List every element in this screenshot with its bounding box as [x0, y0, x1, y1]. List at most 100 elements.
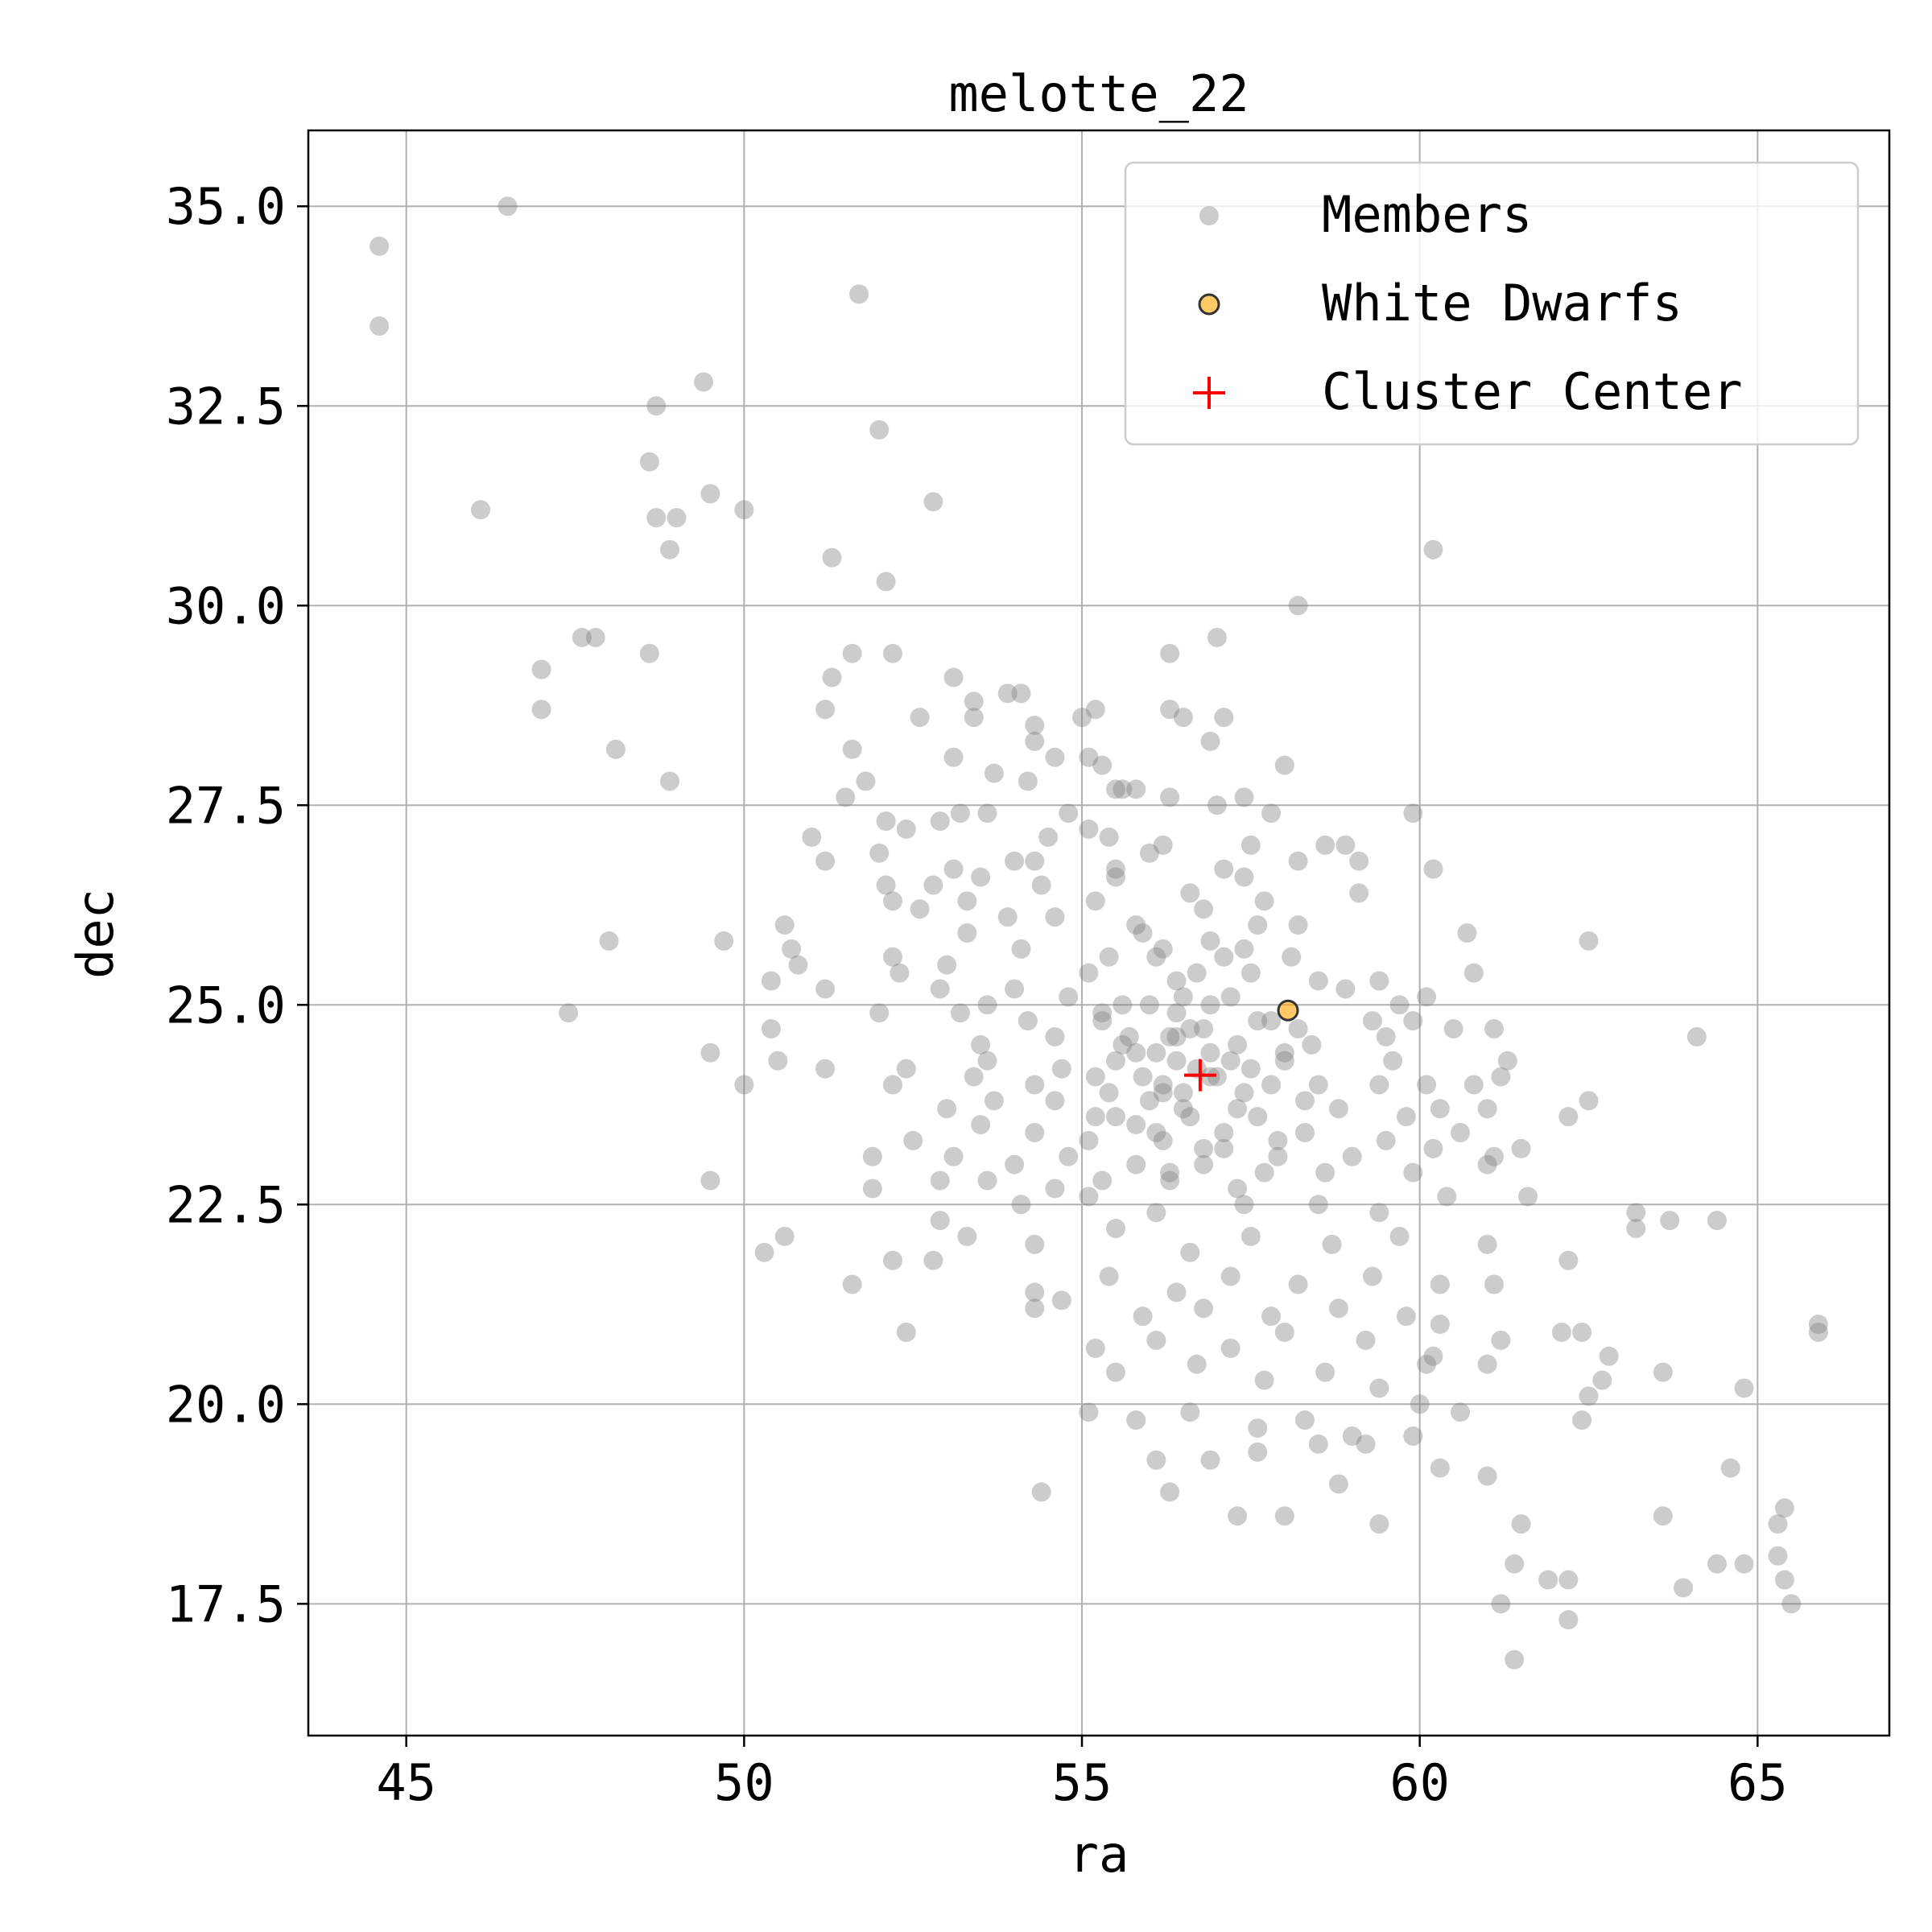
member-point [1025, 851, 1045, 871]
member-point [1079, 1187, 1099, 1207]
member-point [1369, 971, 1389, 991]
member-point [1113, 779, 1133, 799]
member-point [1322, 1234, 1342, 1254]
x-tick-label: 65 [1728, 1753, 1788, 1812]
member-point [1579, 931, 1599, 951]
member-point [1166, 1051, 1187, 1071]
member-point [1315, 1362, 1335, 1382]
member-point [700, 1042, 720, 1063]
y-tick-label: 22.5 [166, 1175, 286, 1234]
member-point [1214, 708, 1234, 728]
member-point [1707, 1211, 1727, 1231]
member-point [1315, 835, 1335, 855]
member-point [910, 899, 930, 919]
member-point [1430, 1099, 1450, 1119]
member-point [1079, 1130, 1099, 1150]
member-point [876, 572, 896, 592]
member-point [1207, 795, 1227, 815]
member-point [1207, 1067, 1227, 1087]
member-point [1369, 1203, 1389, 1223]
y-axis-ticks: 17.5 20.0 22.5 25.0 27.5 30.0 32.5 35.0 [166, 177, 308, 1633]
member-point [1463, 963, 1484, 983]
member-point [1517, 1187, 1538, 1207]
member-point [1187, 1354, 1207, 1374]
member-point [1241, 1226, 1261, 1246]
member-point [943, 667, 964, 687]
member-point [1248, 915, 1268, 935]
member-point [1173, 708, 1193, 728]
member-point [923, 492, 943, 512]
member-point [1153, 1130, 1173, 1150]
member-point [1146, 1123, 1166, 1143]
member-point [1146, 1203, 1166, 1223]
y-tick-label: 27.5 [166, 776, 286, 835]
member-point [1166, 971, 1187, 991]
y-tick-label: 30.0 [166, 576, 286, 635]
member-point [1092, 1011, 1113, 1031]
member-point [1025, 1298, 1045, 1319]
member-point [1180, 1402, 1200, 1422]
member-point [1079, 1402, 1099, 1422]
member-point [1105, 779, 1125, 799]
member-point [1200, 995, 1220, 1015]
member-point [1105, 867, 1125, 887]
member-point [1133, 1067, 1153, 1087]
member-point [984, 763, 1004, 783]
member-point [734, 500, 754, 520]
member-point [1228, 1099, 1248, 1119]
member-point [1079, 819, 1099, 840]
member-point [1261, 1075, 1282, 1095]
member-point [1417, 1354, 1437, 1374]
member-point [1579, 1386, 1599, 1406]
member-point [1005, 851, 1025, 871]
member-point [1808, 1315, 1828, 1335]
member-point [1234, 787, 1254, 807]
member-point [1045, 1026, 1065, 1046]
member-point [1166, 1003, 1187, 1023]
y-tick-label: 25.0 [166, 976, 286, 1034]
member-point [1443, 1019, 1463, 1039]
member-point [1099, 827, 1119, 847]
member-point [1491, 1594, 1511, 1614]
member-point [1430, 1458, 1450, 1478]
member-point [1315, 1162, 1335, 1183]
member-point [1294, 1091, 1315, 1111]
member-point [1558, 1107, 1579, 1127]
member-point [1538, 1570, 1558, 1590]
member-point [1160, 1170, 1180, 1191]
member-point [1342, 1426, 1362, 1446]
member-point [1274, 755, 1294, 775]
member-point [1437, 1187, 1457, 1207]
member-point [1200, 1042, 1220, 1063]
member-point [1558, 1610, 1579, 1630]
member-point [782, 939, 802, 959]
member-point [1423, 1346, 1443, 1366]
member-point [1126, 1410, 1146, 1430]
member-point [1099, 1266, 1119, 1286]
member-point [1572, 1410, 1592, 1430]
member-point [1720, 1458, 1740, 1478]
member-point [1491, 1330, 1511, 1350]
member-point [1126, 1042, 1146, 1063]
member-point [923, 1250, 943, 1270]
member-point [1457, 923, 1477, 943]
y-tick-label: 32.5 [166, 377, 286, 436]
member-point [1126, 1115, 1146, 1135]
white-dwarf-points [1277, 999, 1299, 1022]
member-point [1051, 1290, 1071, 1311]
member-point [1085, 1338, 1105, 1358]
member-point [1491, 1067, 1511, 1087]
member-point [774, 915, 795, 935]
member-point [1403, 1011, 1423, 1031]
member-point [943, 1146, 964, 1166]
member-point [1160, 1026, 1180, 1046]
member-point [815, 979, 836, 999]
member-point [964, 708, 984, 728]
member-point [1005, 979, 1025, 999]
member-point [1194, 1019, 1214, 1039]
member-point [1686, 1026, 1707, 1046]
member-point [1308, 971, 1328, 991]
member-point [605, 739, 625, 759]
member-point [1166, 1026, 1187, 1046]
member-point [1234, 939, 1254, 959]
